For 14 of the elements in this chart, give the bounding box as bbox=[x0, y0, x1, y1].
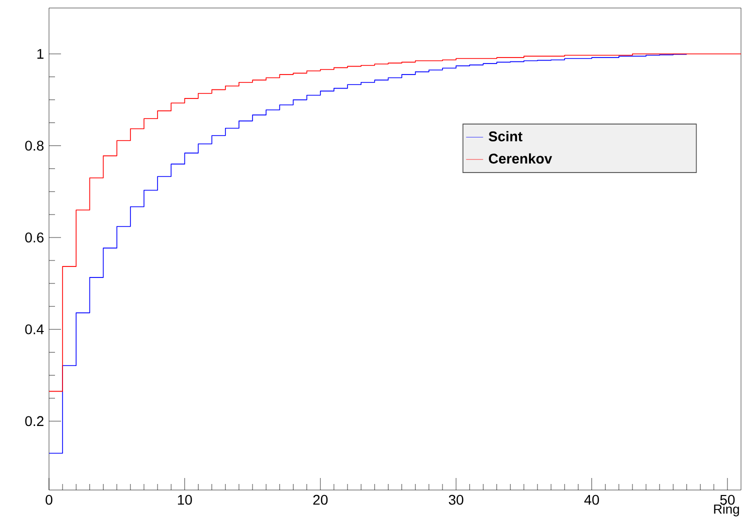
x-tick-label: 20 bbox=[313, 494, 328, 505]
y-tick-label: 0.4 bbox=[25, 324, 44, 334]
x-tick-label: 10 bbox=[178, 494, 192, 505]
legend-label: Cerenkov bbox=[488, 153, 552, 164]
x-tick-label: 30 bbox=[448, 494, 464, 505]
y-tick-label: 1 bbox=[37, 49, 44, 59]
x-tick-label: 50 bbox=[720, 494, 735, 505]
x-axis-title: Ring bbox=[714, 504, 739, 516]
x-tick-label: 0 bbox=[46, 494, 52, 505]
legend-label: Scint bbox=[488, 131, 522, 142]
y-tick-label: 0.8 bbox=[25, 140, 44, 151]
y-tick-label: 0.2 bbox=[25, 416, 44, 426]
x-tick-label: 40 bbox=[584, 494, 599, 505]
y-tick-label: 0.6 bbox=[25, 232, 44, 242]
